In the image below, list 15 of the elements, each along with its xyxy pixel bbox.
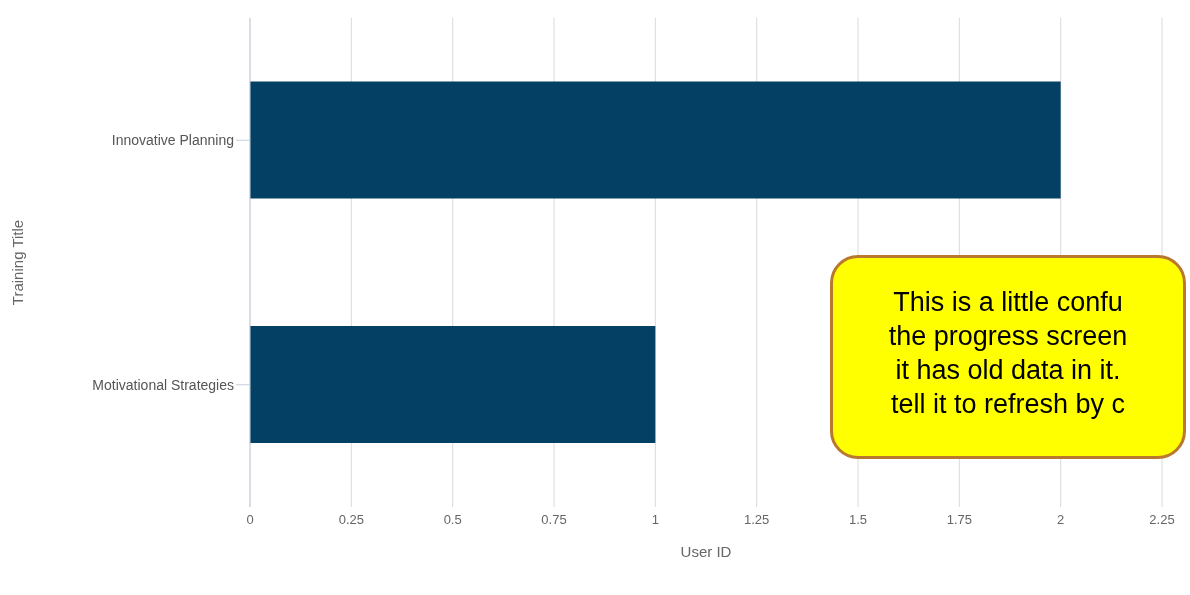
x-tick-label: 1	[651, 512, 659, 528]
y-tick-label: Innovative Planning	[111, 132, 234, 149]
x-tick-label: 1.5	[848, 512, 868, 528]
x-axis-title: User ID	[680, 543, 732, 560]
annotation: This is a little confu the progress screen it has old data in it. tell it to refresh by c	[887, 286, 1129, 421]
x-tick-label: 2	[1057, 512, 1065, 528]
x-tick-label: 0.5	[443, 512, 462, 528]
x-tick-label: 0	[246, 512, 254, 528]
x-tick-label: 0.75	[541, 512, 567, 528]
y-axis-title: Training Title	[9, 219, 27, 306]
x-tick-label: 1.25	[744, 512, 770, 528]
y-tick-label: Motivational Strategies	[92, 376, 234, 393]
x-tick-label: 2.25	[1149, 512, 1175, 528]
x-tick-label: 0.25	[338, 512, 364, 528]
x-tick-label: 1.75	[946, 512, 972, 528]
